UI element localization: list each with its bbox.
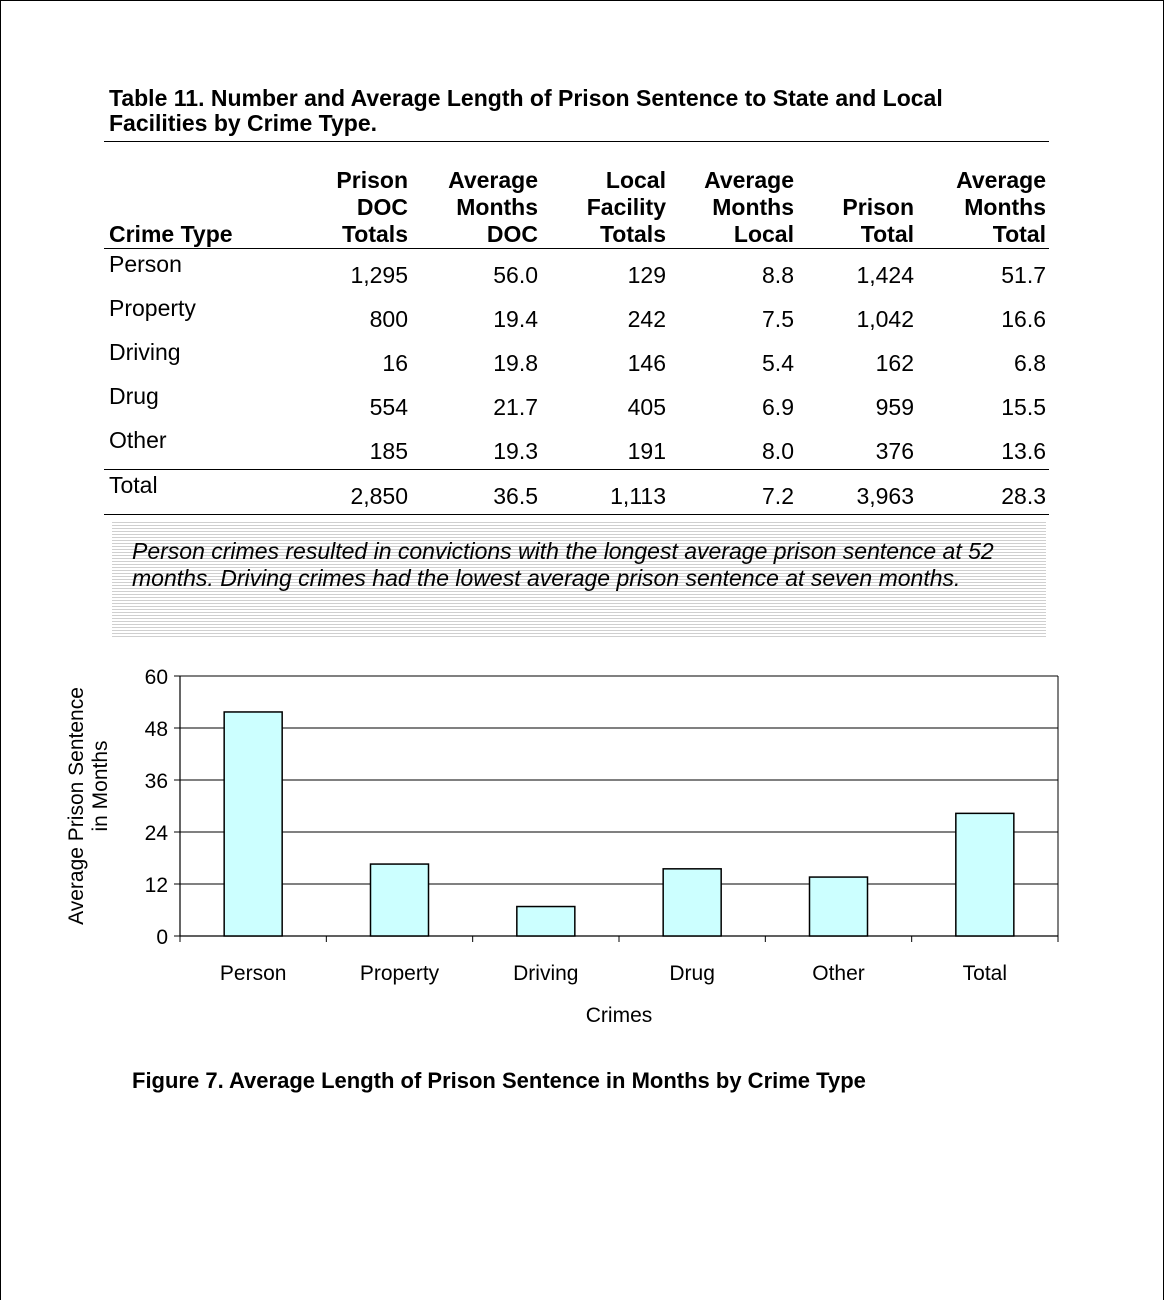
table-cell: 8.8 <box>762 262 794 288</box>
y-tick-label: 12 <box>145 874 168 897</box>
x-tick-label: Total <box>963 962 1007 985</box>
table-cell: 15.5 <box>1001 394 1046 420</box>
table-cell: 21.7 <box>493 394 538 420</box>
table-cell: 1,295 <box>350 262 408 288</box>
table-cell: 1,113 <box>541 469 669 515</box>
table-cell: 1,424 <box>856 262 914 288</box>
table-cell: 28.3 <box>917 469 1049 515</box>
y-tick-label: 60 <box>145 666 168 689</box>
y-axis-title-line2: in Months <box>89 740 112 831</box>
row-label: Total <box>104 469 279 515</box>
table-top-rule <box>104 141 1049 142</box>
x-tick-label: Drug <box>669 962 715 985</box>
x-tick-label: Property <box>360 962 440 985</box>
table-title: Table 11. Number and Average Length of P… <box>109 85 943 136</box>
table-cell: 6.8 <box>1014 350 1046 376</box>
table-cell: 6.9 <box>762 394 794 420</box>
table-cell: 16 <box>382 350 408 376</box>
table-row: Person 1,295 56.0 129 8.8 1,424 51.7 <box>104 249 1049 294</box>
column-header: Average Months Local <box>669 158 797 249</box>
table-cell: 16.6 <box>1001 306 1046 332</box>
figure-caption: Figure 7. Average Length of Prison Sente… <box>132 1068 866 1093</box>
table-cell: 3,963 <box>797 469 917 515</box>
table-cell: 13.6 <box>1001 438 1046 464</box>
table-cell: 162 <box>875 350 914 376</box>
column-header: Prison DOC Totals <box>279 158 411 249</box>
table-cell: 7.5 <box>762 306 794 332</box>
x-tick-label: Other <box>812 962 865 985</box>
row-label: Person <box>109 251 182 277</box>
table-cell: 185 <box>369 438 408 464</box>
bar-person <box>223 711 283 937</box>
x-tick-label: Person <box>220 962 287 985</box>
row-label: Driving <box>109 339 181 365</box>
bar-chart: 0 12 24 36 48 60 Person Property Driving Drug Othe… <box>65 666 1059 1027</box>
table-cell: 242 <box>627 306 666 332</box>
table-row: Driving 16 19.8 146 5.4 162 6.8 <box>104 337 1049 381</box>
column-header: Crime Type <box>104 158 279 249</box>
bar-drug <box>662 868 722 937</box>
table-cell: 51.7 <box>1001 262 1046 288</box>
y-axis-title-line1: Average Prison Sentence <box>65 687 88 925</box>
table-header-row: Crime Type Prison DOC Totals Average Months DO… <box>104 158 1049 249</box>
table-cell: 959 <box>875 394 914 420</box>
column-header: Average Months DOC <box>411 158 541 249</box>
table-cell: 19.3 <box>493 438 538 464</box>
bar-property <box>369 863 430 937</box>
table-cell: 146 <box>627 350 666 376</box>
table-cell: 405 <box>627 394 666 420</box>
table-cell: 554 <box>369 394 408 420</box>
sentence-table: Crime Type Prison DOC Totals Average Months DO… <box>104 158 1049 515</box>
bar-driving <box>516 905 576 937</box>
table-cell: 129 <box>627 262 666 288</box>
table-cell: 1,042 <box>856 306 914 332</box>
table-cell: 191 <box>627 438 666 464</box>
table-cell: 36.5 <box>411 469 541 515</box>
y-tick-label: 0 <box>156 926 168 949</box>
x-tick-label: Driving <box>513 962 578 985</box>
y-tick-label: 48 <box>145 718 168 741</box>
row-label: Drug <box>109 383 159 409</box>
callout-box: Person crimes resulted in convictions wi… <box>112 522 1046 638</box>
callout-text: Person crimes resulted in convictions wi… <box>132 538 994 591</box>
y-tick-label: 36 <box>145 770 168 793</box>
column-header: Local Facility Totals <box>541 158 669 249</box>
table-row: Other 185 19.3 191 8.0 376 13.6 <box>104 425 1049 470</box>
table-cell: 7.2 <box>669 469 797 515</box>
row-label: Property <box>109 295 196 321</box>
x-axis-title: Crimes <box>586 1004 653 1027</box>
bar-total <box>955 812 1015 937</box>
y-tick-label: 24 <box>145 822 169 845</box>
table-cell: 19.8 <box>493 350 538 376</box>
table-row: Property 800 19.4 242 7.5 1,042 16.6 <box>104 293 1049 337</box>
table-cell: 800 <box>369 306 408 332</box>
table-cell: 376 <box>875 438 914 464</box>
bar-other <box>808 876 869 937</box>
row-label: Other <box>109 427 167 453</box>
table-cell: 19.4 <box>493 306 538 332</box>
table-row: Drug 554 21.7 405 6.9 959 15.5 <box>104 381 1049 425</box>
table-cell: 2,850 <box>279 469 411 515</box>
table-cell: 56.0 <box>493 262 538 288</box>
table-cell: 5.4 <box>762 350 794 376</box>
table-cell: 8.0 <box>762 438 794 464</box>
column-header: Average Months Total <box>917 158 1049 249</box>
column-header: Prison Total <box>797 158 917 249</box>
table-body: Person 1,295 56.0 129 8.8 1,424 51.7 Property 80… <box>104 249 1049 515</box>
table-total-row: Total 2,850 36.5 1,113 7.2 3,963 28.3 <box>104 469 1049 515</box>
